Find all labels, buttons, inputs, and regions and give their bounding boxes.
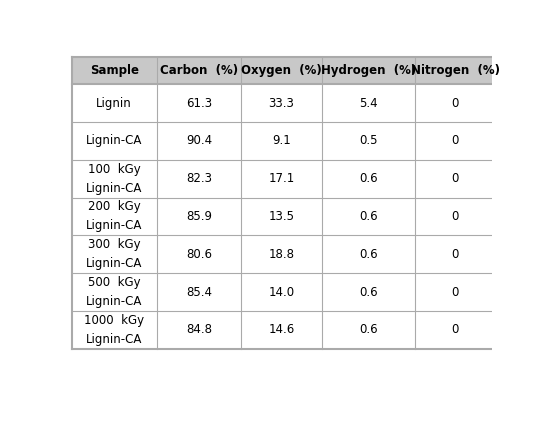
Bar [72, 160, 496, 198]
Text: 100  kGy
Lignin-CA: 100 kGy Lignin-CA [86, 162, 142, 195]
Text: 90.4: 90.4 [186, 134, 212, 148]
Text: 84.8: 84.8 [186, 323, 212, 336]
Text: 0: 0 [452, 134, 459, 148]
Text: 85.9: 85.9 [186, 210, 212, 223]
Text: Nitrogen  (%): Nitrogen (%) [411, 64, 500, 77]
Text: Lignin: Lignin [96, 97, 132, 110]
Text: 5.4: 5.4 [359, 97, 378, 110]
Text: 0.6: 0.6 [359, 323, 378, 336]
Bar [72, 57, 496, 84]
Text: 0: 0 [452, 286, 459, 299]
Text: 0: 0 [452, 172, 459, 185]
Bar [72, 122, 496, 160]
Text: 0.6: 0.6 [359, 210, 378, 223]
Text: 18.8: 18.8 [269, 248, 295, 261]
Bar [72, 84, 496, 122]
Text: 0: 0 [452, 323, 459, 336]
Text: 33.3: 33.3 [269, 97, 294, 110]
Text: 17.1: 17.1 [269, 172, 295, 185]
Text: Hydrogen  (%): Hydrogen (%) [321, 64, 416, 77]
Text: 85.4: 85.4 [186, 286, 212, 299]
Text: Carbon  (%): Carbon (%) [160, 64, 238, 77]
Text: 300  kGy
Lignin-CA: 300 kGy Lignin-CA [86, 238, 142, 270]
Bar [72, 311, 496, 349]
Text: 200  kGy
Lignin-CA: 200 kGy Lignin-CA [86, 201, 142, 233]
Text: 0: 0 [452, 248, 459, 261]
Text: 9.1: 9.1 [272, 134, 291, 148]
Text: 0.6: 0.6 [359, 172, 378, 185]
Text: 0.6: 0.6 [359, 248, 378, 261]
Bar [72, 273, 496, 311]
Text: 14.6: 14.6 [269, 323, 295, 336]
Text: Lignin-CA: Lignin-CA [86, 134, 142, 148]
Text: 14.0: 14.0 [269, 286, 295, 299]
Text: 0: 0 [452, 97, 459, 110]
Text: 80.6: 80.6 [186, 248, 212, 261]
Bar [72, 235, 496, 273]
Text: 13.5: 13.5 [269, 210, 295, 223]
Text: 61.3: 61.3 [186, 97, 212, 110]
Text: 1000  kGy
Lignin-CA: 1000 kGy Lignin-CA [84, 314, 144, 346]
Text: Oxygen  (%): Oxygen (%) [241, 64, 322, 77]
Text: 500  kGy
Lignin-CA: 500 kGy Lignin-CA [86, 276, 142, 308]
Text: 0.5: 0.5 [359, 134, 378, 148]
Bar [72, 198, 496, 235]
Text: Sample: Sample [90, 64, 138, 77]
Text: 0: 0 [452, 210, 459, 223]
Text: 82.3: 82.3 [186, 172, 212, 185]
Text: 0.6: 0.6 [359, 286, 378, 299]
